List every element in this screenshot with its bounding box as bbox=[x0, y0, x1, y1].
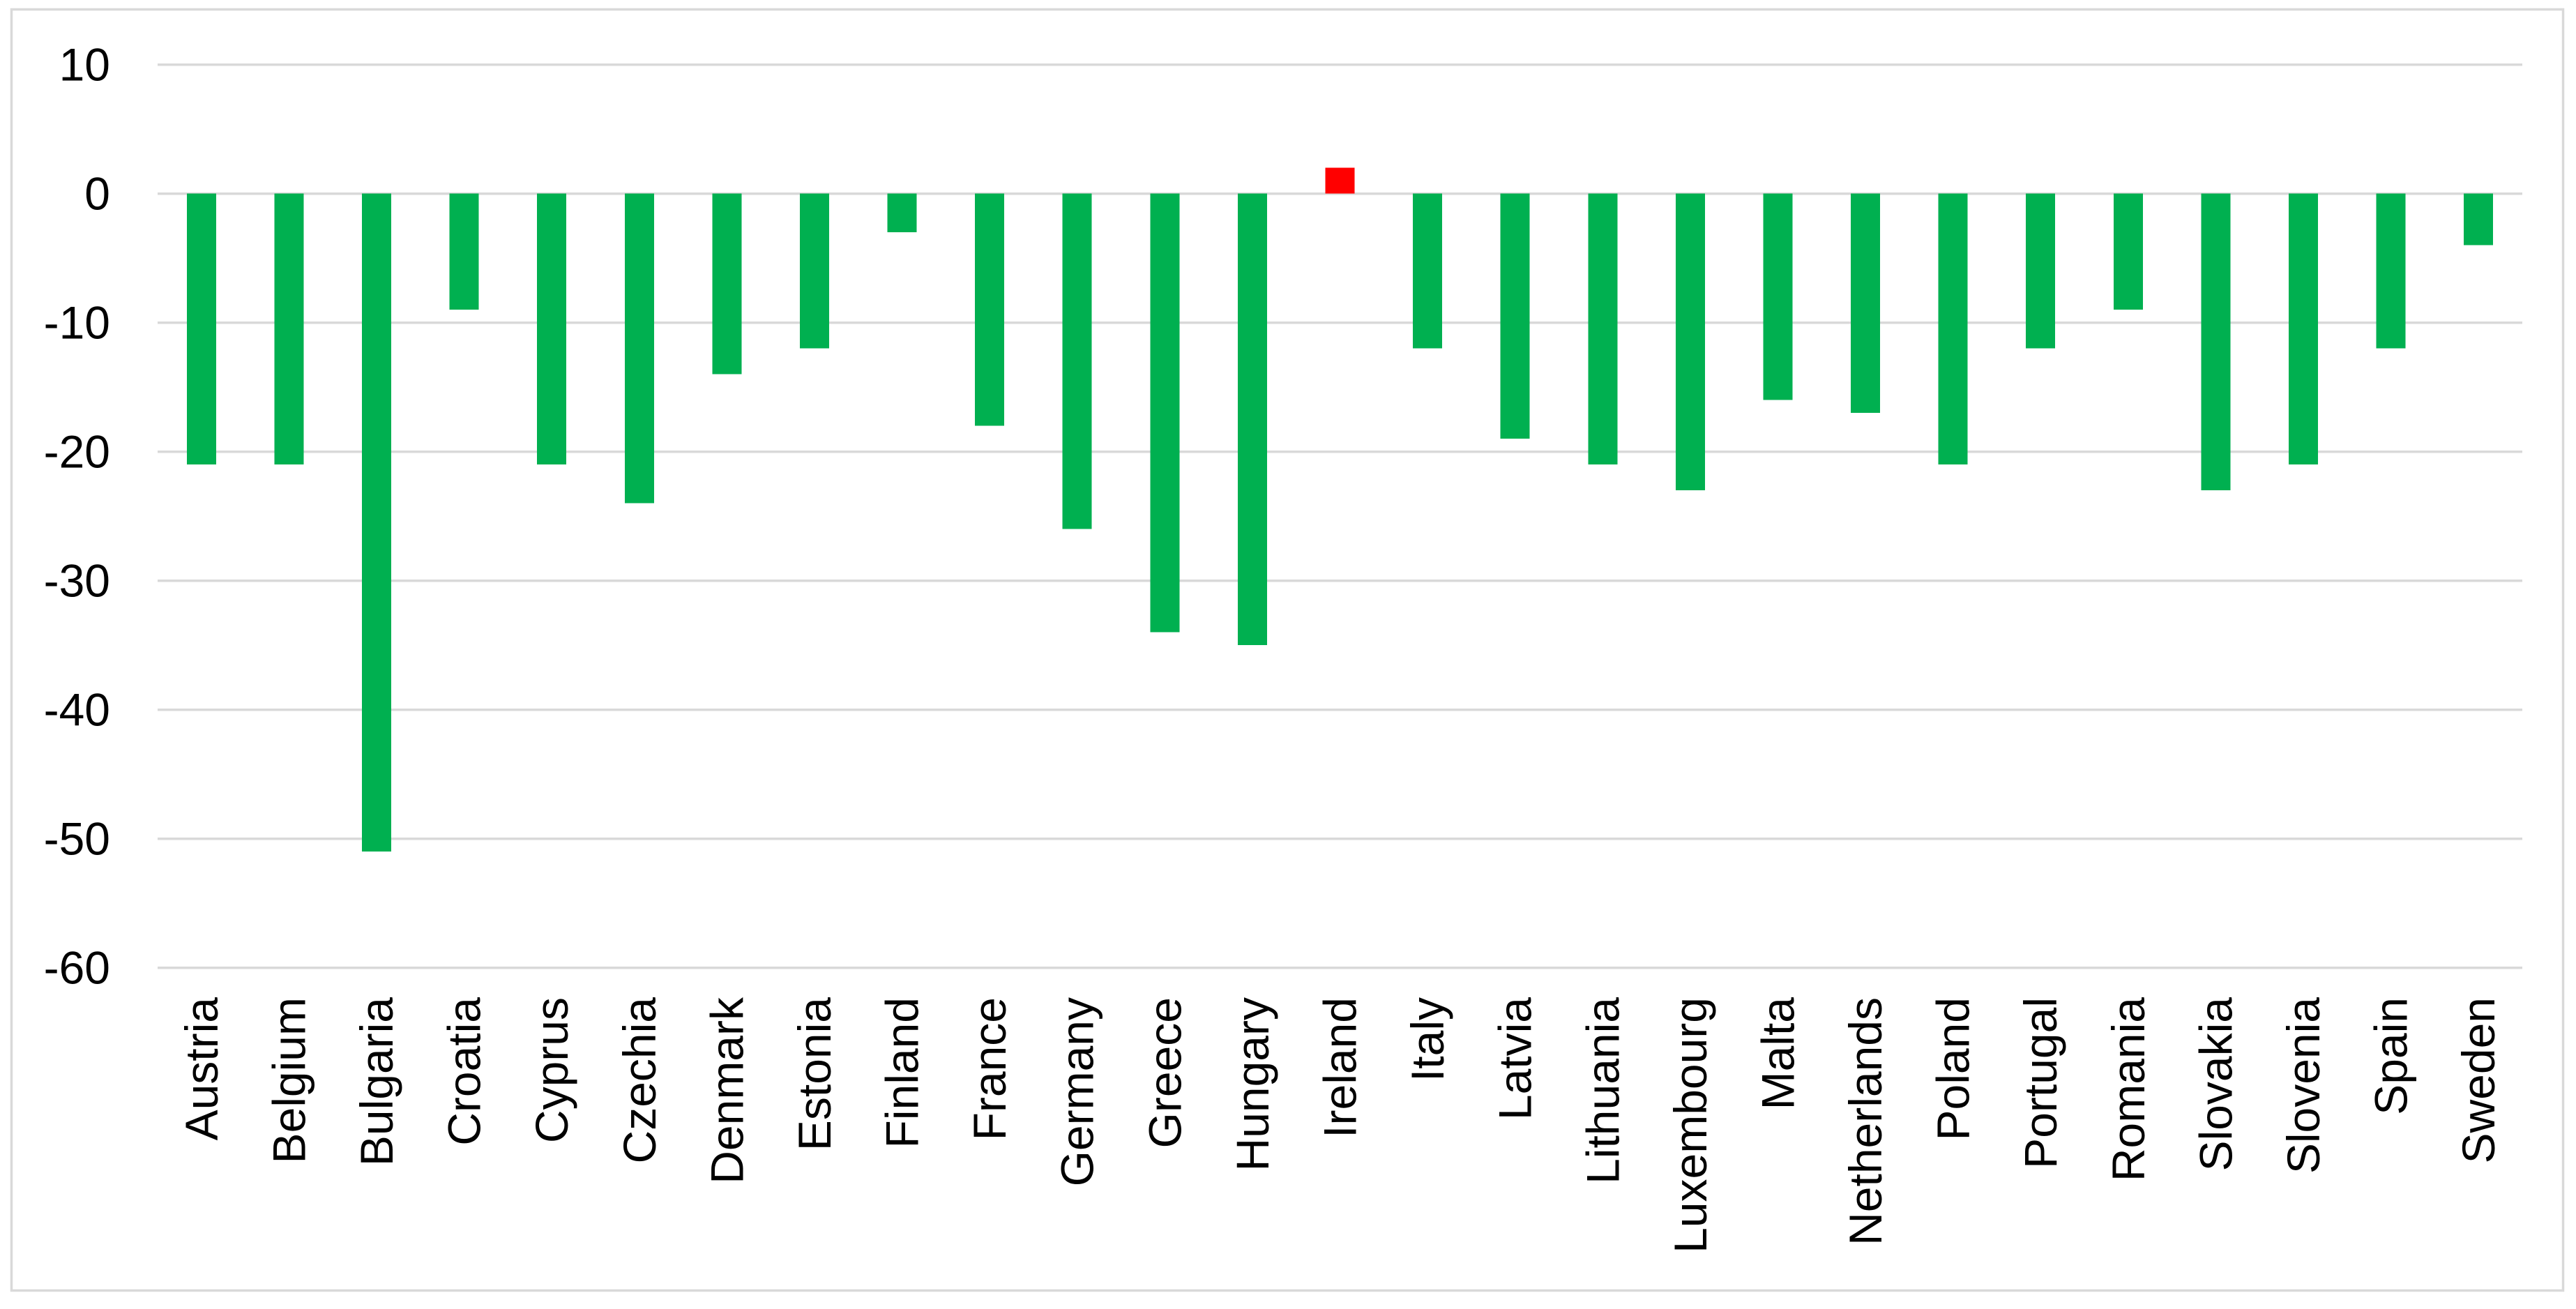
x-axis-label-ireland: Ireland bbox=[1314, 997, 1366, 1138]
x-axis-label-estonia: Estonia bbox=[789, 997, 840, 1151]
bar-romania bbox=[2113, 193, 2143, 310]
x-axis-label-romania: Romania bbox=[2103, 997, 2154, 1181]
bar-croatia bbox=[449, 193, 479, 310]
x-axis-label-germany: Germany bbox=[1052, 997, 1103, 1186]
bar-austria bbox=[186, 193, 216, 464]
x-axis-label-hungary: Hungary bbox=[1227, 997, 1278, 1171]
x-axis-label-spain: Spain bbox=[2365, 997, 2417, 1115]
x-axis-label-austria: Austria bbox=[176, 997, 227, 1141]
x-axis-label-slovakia: Slovakia bbox=[2190, 997, 2241, 1172]
y-axis-tick-label: -50 bbox=[44, 813, 110, 865]
bar-latvia bbox=[1500, 193, 1530, 439]
y-axis-tick-label: -10 bbox=[44, 297, 110, 349]
bar-germany bbox=[1062, 193, 1092, 529]
x-axis-label-poland: Poland bbox=[1927, 997, 1979, 1141]
y-axis-tick-label: 10 bbox=[59, 39, 110, 91]
x-axis-label-latvia: Latvia bbox=[1490, 997, 1541, 1120]
x-axis-label-sweden: Sweden bbox=[2453, 997, 2504, 1164]
bar-bulgaria bbox=[361, 193, 391, 852]
x-axis-label-greece: Greece bbox=[1139, 997, 1190, 1148]
bar-france bbox=[975, 193, 1005, 426]
bar-lithuania bbox=[1588, 193, 1618, 464]
bar-spain bbox=[2376, 193, 2406, 349]
x-axis-label-belgium: Belgium bbox=[263, 997, 315, 1163]
bar-czechia bbox=[624, 193, 654, 504]
bar-finland bbox=[887, 193, 917, 232]
bar-italy bbox=[1413, 193, 1443, 349]
bar-belgium bbox=[274, 193, 304, 464]
bar-cyprus bbox=[537, 193, 567, 464]
y-axis-labels-group: 10 0 -10 -20 -30 -40 -50 -60 bbox=[44, 39, 110, 994]
bar-slovakia bbox=[2201, 193, 2231, 490]
bar-luxembourg bbox=[1675, 193, 1705, 490]
x-axis-label-portugal: Portugal bbox=[2015, 997, 2066, 1169]
x-axis-label-finland: Finland bbox=[877, 997, 928, 1148]
y-axis-tick-label: -20 bbox=[44, 426, 110, 478]
x-axis-label-malta: Malta bbox=[1752, 997, 1803, 1110]
x-axis-label-france: France bbox=[964, 997, 1015, 1140]
bar-netherlands bbox=[1851, 193, 1881, 413]
x-axis-label-denmark: Denmark bbox=[701, 997, 752, 1184]
y-axis-tick-label: 0 bbox=[84, 168, 110, 220]
bar-poland bbox=[1938, 193, 1968, 464]
y-axis-tick-label: -60 bbox=[44, 942, 110, 994]
y-axis-tick-label: -40 bbox=[44, 684, 110, 736]
bar-ireland bbox=[1325, 167, 1355, 194]
y-axis-tick-label: -30 bbox=[44, 555, 110, 607]
x-axis-label-slovenia: Slovenia bbox=[2278, 997, 2329, 1174]
x-axis-label-bulgaria: Bulgaria bbox=[351, 997, 402, 1166]
x-axis-label-croatia: Croatia bbox=[439, 997, 490, 1146]
bar-malta bbox=[1763, 193, 1793, 400]
bar-greece bbox=[1150, 193, 1180, 633]
bar-hungary bbox=[1237, 193, 1267, 645]
bar-sweden bbox=[2464, 193, 2494, 245]
x-axis-label-italy: Italy bbox=[1402, 997, 1453, 1082]
x-axis-label-lithuania: Lithuania bbox=[1577, 997, 1628, 1184]
bars-group bbox=[186, 167, 2494, 852]
bar-estonia bbox=[799, 193, 829, 349]
bar-denmark bbox=[712, 193, 742, 374]
x-axis-label-czechia: Czechia bbox=[614, 997, 665, 1164]
x-axis-label-netherlands: Netherlands bbox=[1840, 997, 1891, 1246]
x-axis-label-cyprus: Cyprus bbox=[526, 997, 577, 1143]
x-axis-labels-group: Austria Belgium Bulgaria Croatia Cyprus Czech… bbox=[176, 997, 2504, 1253]
bar-slovenia bbox=[2289, 193, 2319, 464]
x-axis-label-luxembourg: Luxembourg bbox=[1665, 997, 1716, 1253]
bar-portugal bbox=[2026, 193, 2056, 349]
